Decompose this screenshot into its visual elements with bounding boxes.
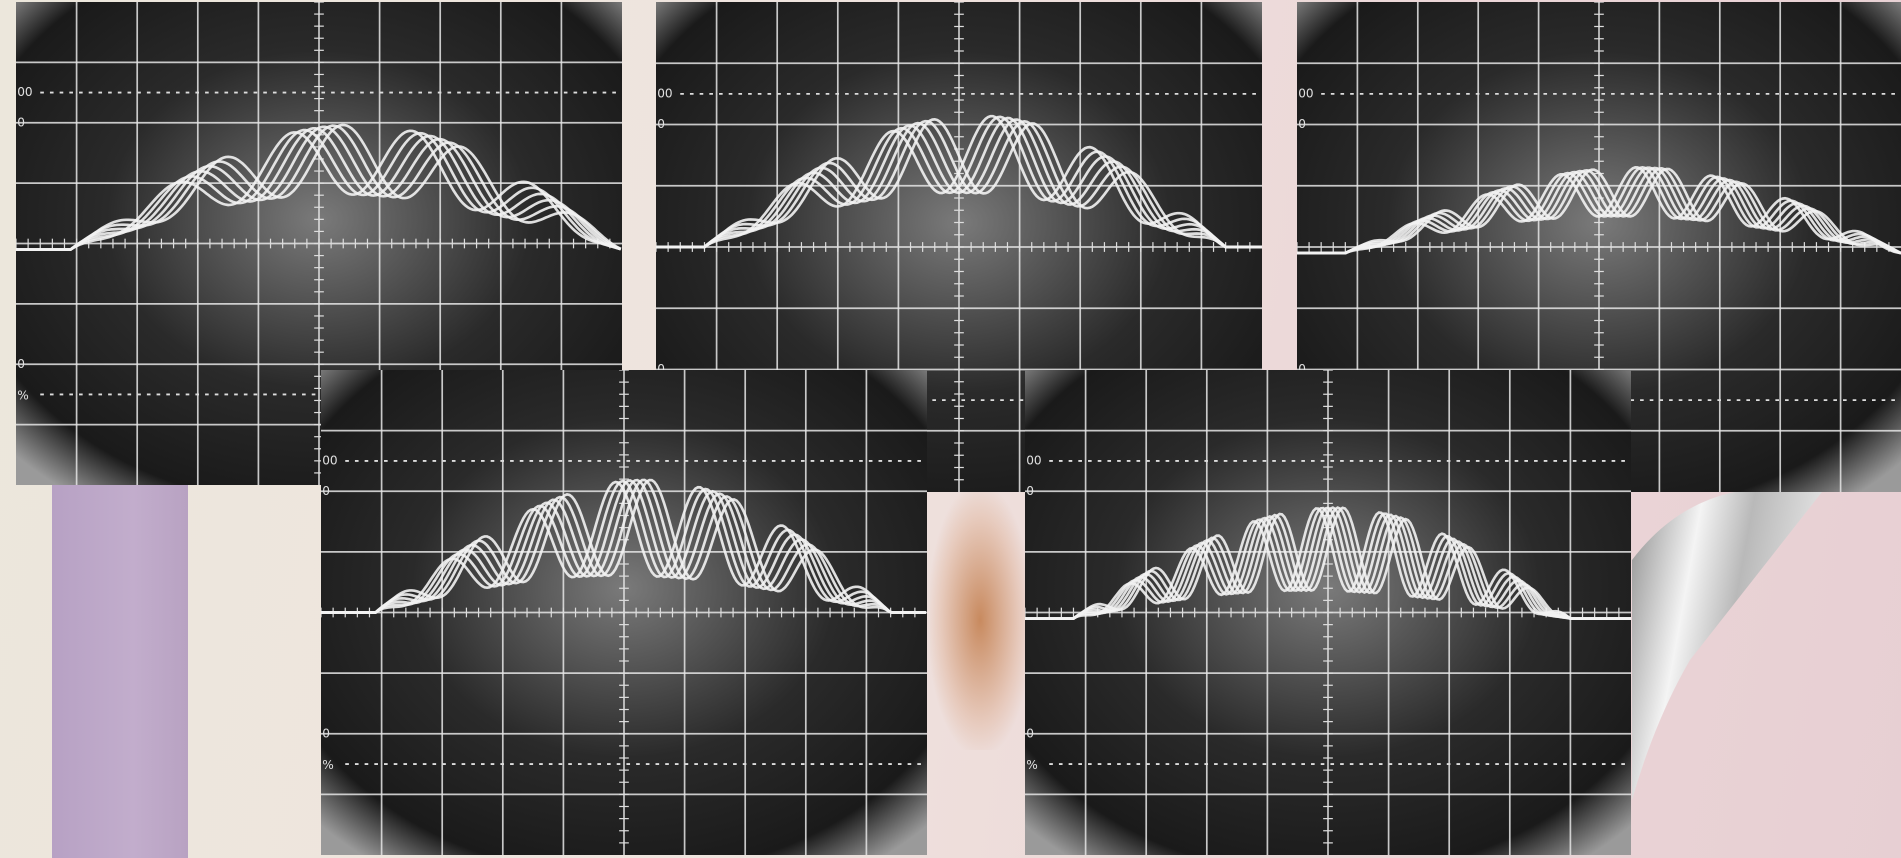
- waveform-trace: [1297, 166, 1901, 255]
- graticule-label: 0: [1026, 726, 1034, 740]
- graticule-label: 0: [657, 117, 665, 131]
- waveform-trace: [321, 478, 926, 614]
- waveform-trace: [16, 124, 622, 251]
- graticule-label: 0: [322, 726, 330, 740]
- graticule-label: 0: [1026, 484, 1034, 498]
- waveform-trace: [16, 123, 622, 251]
- graticule-label: 00: [657, 86, 672, 100]
- waveform-trace: [656, 118, 1262, 249]
- graticule-label: 00: [1026, 454, 1041, 468]
- graticule-label: 0: [17, 115, 25, 129]
- waveform-trace: [1297, 166, 1901, 255]
- graticule-label: %: [1026, 758, 1038, 772]
- waveform-trace: [16, 128, 622, 251]
- waveform-trace: [16, 126, 622, 251]
- background-tint: [930, 490, 1030, 750]
- waveform-trace: [16, 125, 622, 251]
- graticule-label: 0: [1298, 117, 1306, 131]
- background-stripe: [52, 470, 188, 858]
- waveform-trace: [1025, 507, 1631, 620]
- graticule-label: 00: [322, 454, 337, 468]
- waveform-trace: [321, 480, 926, 614]
- waveform-trace: [656, 116, 1262, 249]
- graticule-label: 00: [17, 85, 32, 99]
- graticule-label: 0: [657, 362, 665, 376]
- graticule-label: %: [17, 388, 29, 402]
- waveform-trace: [1025, 506, 1631, 620]
- graticule-label: 00: [1298, 86, 1313, 100]
- graticule-label: %: [322, 758, 334, 772]
- waveform-trace: [321, 479, 926, 614]
- waveform-trace: [16, 129, 622, 251]
- graticule-label: 0: [1298, 362, 1306, 376]
- graticule-label: 0: [322, 484, 330, 498]
- waveform-trace: [1025, 506, 1631, 620]
- waveform-trace: [656, 117, 1262, 249]
- curl-shape: [1632, 487, 1822, 800]
- waveform-trace: [1297, 166, 1901, 255]
- waveform-trace: [656, 114, 1262, 249]
- waveform-trace: [1297, 166, 1901, 255]
- waveform-trace: [321, 478, 926, 614]
- waveform-trace: [1025, 506, 1631, 620]
- graticule-label: 0: [17, 357, 25, 371]
